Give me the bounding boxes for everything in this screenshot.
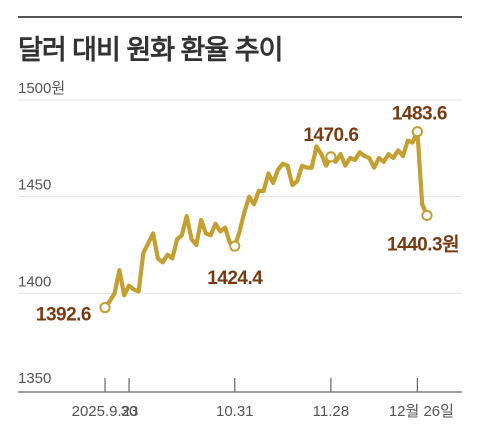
- point-marker-1: [229, 240, 241, 252]
- data-label-1: 1424.4: [207, 268, 263, 289]
- y-tick-label-1450: 1450: [18, 177, 51, 194]
- y-tick-label-1500: 1500원: [18, 80, 65, 97]
- x-tick-label-3: 11.28: [313, 403, 349, 420]
- data-label-2: 1470.6: [303, 125, 358, 146]
- x-tick-label-4: 12월 26일: [389, 403, 454, 420]
- data-label-0: 1392.6: [36, 305, 91, 326]
- x-tick-label-2: 10.31: [216, 403, 254, 420]
- marker-layer: [99, 126, 433, 314]
- point-marker-4: [421, 209, 433, 222]
- chart-title: 달러 대비 원화 환율 추이: [18, 35, 283, 65]
- x-tick-label-0: 2025.9.23: [72, 403, 139, 420]
- point-marker-0: [99, 302, 111, 314]
- label-layer: 1392.6 1424.4 1470.6 1483.6 1440.3원: [36, 104, 460, 326]
- point-marker-2: [325, 151, 337, 163]
- y-tick-label-1350: 1350: [18, 370, 51, 387]
- data-label-4: 1440.3원: [387, 233, 459, 255]
- point-marker-3: [411, 126, 423, 138]
- top-rule: [18, 16, 462, 18]
- grid-layer: [18, 99, 462, 294]
- series-layer: [102, 129, 430, 310]
- x-tick-label-1: 30: [121, 403, 138, 420]
- rate-line: [102, 129, 430, 310]
- data-label-3: 1483.6: [392, 104, 447, 125]
- y-tick-label-1400: 1400: [18, 273, 51, 290]
